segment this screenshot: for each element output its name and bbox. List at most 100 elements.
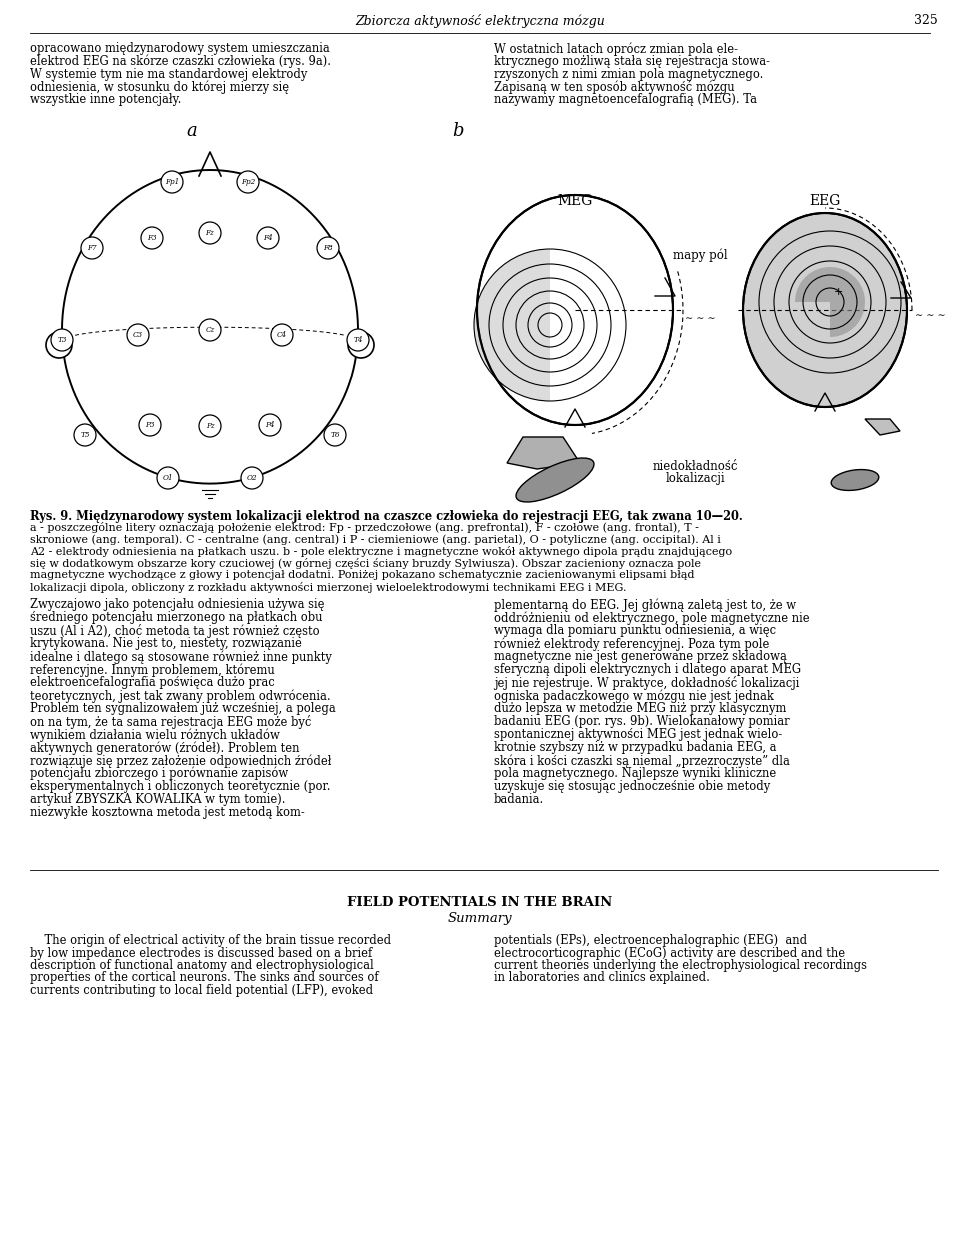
Text: spontanicznej aktywności MEG jest jednak wielo-: spontanicznej aktywności MEG jest jednak… (494, 728, 782, 742)
Ellipse shape (516, 458, 594, 502)
Circle shape (324, 424, 346, 446)
Text: The origin of electrical activity of the brain tissue recorded: The origin of electrical activity of the… (30, 934, 391, 947)
Wedge shape (474, 249, 550, 402)
Circle shape (199, 415, 221, 437)
Text: Zbiorcza aktywność elektryczna mózgu: Zbiorcza aktywność elektryczna mózgu (355, 14, 605, 28)
Text: a: a (186, 122, 198, 140)
Text: C3: C3 (132, 331, 143, 339)
Text: A1: A1 (54, 341, 64, 349)
Text: plementarną do EEG. Jej główną zaletą jest to, że w: plementarną do EEG. Jej główną zaletą je… (494, 598, 796, 612)
Text: nazywamy magnetoencefalografią (MEG). Ta: nazywamy magnetoencefalografią (MEG). Ta (494, 93, 757, 106)
Circle shape (347, 329, 369, 351)
Text: Problem ten sygnalizowałem już wcześniej, a polega: Problem ten sygnalizowałem już wcześniej… (30, 703, 336, 715)
Circle shape (241, 467, 263, 488)
Text: W ostatnich latach oprócz zmian pola ele-: W ostatnich latach oprócz zmian pola ele… (494, 42, 738, 55)
Text: lokalizacji: lokalizacji (665, 472, 725, 485)
Circle shape (161, 171, 183, 193)
Circle shape (259, 414, 281, 436)
Text: wszystkie inne potencjały.: wszystkie inne potencjały. (30, 93, 181, 106)
Text: Zapisaną w ten sposób aktywność mózgu: Zapisaną w ten sposób aktywność mózgu (494, 81, 734, 94)
Text: Fz: Fz (205, 229, 214, 237)
Text: ∼ ∼ ∼: ∼ ∼ ∼ (915, 311, 946, 320)
Text: idealne i dlatego są stosowane również inne punkty: idealne i dlatego są stosowane również i… (30, 650, 332, 663)
Polygon shape (865, 419, 900, 436)
Text: ogniska padaczkowego w mózgu nie jest jednak: ogniska padaczkowego w mózgu nie jest je… (494, 689, 774, 703)
Ellipse shape (743, 213, 907, 407)
Text: badania.: badania. (494, 793, 544, 806)
Text: P4: P4 (265, 421, 275, 429)
Text: elektrod EEG na skórze czaszki człowieka (rys. 9a).: elektrod EEG na skórze czaszki człowieka… (30, 55, 331, 68)
Circle shape (74, 424, 96, 446)
Text: niedokładność: niedokładność (652, 460, 737, 473)
Text: elektroencefalografia poświęca dużo prac: elektroencefalografia poświęca dużo prac (30, 676, 275, 689)
Text: rozwiązuje się przez założenie odpowiednich źródeł: rozwiązuje się przez założenie odpowiedn… (30, 754, 331, 768)
Text: T4: T4 (353, 336, 363, 344)
Text: C4: C4 (276, 331, 287, 339)
Text: T3: T3 (58, 336, 67, 344)
Wedge shape (795, 267, 865, 337)
Text: magnetyczne nie jest generowane przez składową: magnetyczne nie jest generowane przez sk… (494, 650, 787, 663)
Text: krytykowana. Nie jest to, niestety, rozwiązanie: krytykowana. Nie jest to, niestety, rozw… (30, 637, 301, 650)
Text: skroniowe (ang. temporal). C - centralne (ang. central) i P - ciemieniowe (ang. : skroniowe (ang. temporal). C - centralne… (30, 534, 721, 545)
Text: electrocorticographic (ECoG) activity are described and the: electrocorticographic (ECoG) activity ar… (494, 947, 845, 959)
Text: teoretycznych, jest tak zwany problem odwrócenia.: teoretycznych, jest tak zwany problem od… (30, 689, 330, 703)
Text: ∼ ∼ ∼: ∼ ∼ ∼ (685, 313, 715, 322)
Circle shape (139, 414, 161, 436)
Text: ktrycznego możliwą stała się rejestracja stowa-: ktrycznego możliwą stała się rejestracja… (494, 55, 770, 68)
Text: krotnie szybszy niż w przypadku badania EEG, a: krotnie szybszy niż w przypadku badania … (494, 742, 777, 754)
Circle shape (127, 324, 149, 346)
Text: 325: 325 (914, 14, 938, 26)
Text: description of functional anatomy and electrophysiological: description of functional anatomy and el… (30, 959, 373, 972)
Polygon shape (507, 437, 580, 470)
Text: jej nie rejestruje. W praktyce, dokładność lokalizacji: jej nie rejestruje. W praktyce, dokładno… (494, 676, 800, 690)
Text: T5: T5 (81, 431, 89, 439)
Text: +: + (833, 287, 843, 297)
Text: potentials (EPs), electroencephalographic (EEG)  and: potentials (EPs), electroencephalographi… (494, 934, 807, 947)
Text: również elektrody referencyjnej. Poza tym pole: również elektrody referencyjnej. Poza ty… (494, 637, 769, 651)
Circle shape (81, 237, 103, 259)
Text: currents contributing to local field potential (LFP), evoked: currents contributing to local field pot… (30, 985, 373, 997)
Text: EEG: EEG (809, 194, 841, 208)
Text: Pz: Pz (205, 422, 214, 431)
Circle shape (141, 227, 163, 249)
Text: mapy pól: mapy pól (673, 248, 728, 262)
Text: rzyszonych z nimi zmian pola magnetycznego.: rzyszonych z nimi zmian pola magnetyczne… (494, 68, 763, 81)
Text: T6: T6 (330, 431, 340, 439)
Text: Rys. 9. Międzynarodowy system lokalizacji elektrod na czaszce człowieka do rejes: Rys. 9. Międzynarodowy system lokalizacj… (30, 510, 743, 522)
Text: sferyczną dipoli elektrycznych i dlatego aparat MEG: sferyczną dipoli elektrycznych i dlatego… (494, 663, 802, 676)
Text: F4: F4 (263, 234, 273, 242)
Text: A2 - elektrody odniesienia na płatkach uszu. b - pole elektryczne i magnetyczne : A2 - elektrody odniesienia na płatkach u… (30, 546, 732, 556)
Text: W systemie tym nie ma standardowej elektrody: W systemie tym nie ma standardowej elekt… (30, 68, 307, 81)
Text: O2: O2 (247, 473, 257, 482)
Text: F3: F3 (147, 234, 156, 242)
Text: Fp1: Fp1 (165, 178, 180, 186)
Circle shape (271, 324, 293, 346)
Circle shape (317, 237, 339, 259)
Text: się w dodatkowym obszarze kory czuciowej (w górnej części ściany bruzdy Sylwiusz: się w dodatkowym obszarze kory czuciowej… (30, 558, 701, 569)
Text: by low impedance electrodes is discussed based on a brief: by low impedance electrodes is discussed… (30, 947, 372, 959)
Text: Zwyczajowo jako potencjału odniesienia używa się: Zwyczajowo jako potencjału odniesienia u… (30, 598, 324, 611)
Circle shape (237, 171, 259, 193)
Text: potencjału zbiorczego i porównanie zapisów: potencjału zbiorczego i porównanie zapis… (30, 767, 288, 781)
Text: referencyjne. Innym problemem, któremu: referencyjne. Innym problemem, któremu (30, 663, 275, 676)
Text: MEG: MEG (558, 194, 592, 208)
Circle shape (51, 329, 73, 351)
Text: current theories underlying the electrophysiological recordings: current theories underlying the electrop… (494, 959, 867, 972)
Text: odniesienia, w stosunku do której mierzy się: odniesienia, w stosunku do której mierzy… (30, 81, 289, 94)
Circle shape (157, 467, 179, 488)
Text: in laboratories and clinics explained.: in laboratories and clinics explained. (494, 972, 709, 985)
Text: uszu (Al i A2), choć metoda ta jest również często: uszu (Al i A2), choć metoda ta jest równ… (30, 624, 320, 638)
Text: a - poszczególne litery oznaczają położenie elektrod: Fp - przedczołowe (ang. pr: a - poszczególne litery oznaczają położe… (30, 522, 699, 533)
Text: eksperymentalnych i obliczonych teoretycznie (por.: eksperymentalnych i obliczonych teoretyc… (30, 781, 330, 793)
Text: artykuł ZBYSZKA KOWALIKA w tym tomie).: artykuł ZBYSZKA KOWALIKA w tym tomie). (30, 793, 285, 806)
Text: b: b (452, 122, 464, 140)
Text: magnetyczne wychodzące z głowy i potencjał dodatni. Poniżej pokazano schematyczn: magnetyczne wychodzące z głowy i potencj… (30, 570, 694, 580)
Text: FIELD POTENTIALS IN THE BRAIN: FIELD POTENTIALS IN THE BRAIN (348, 896, 612, 909)
Text: lokalizacji dipola, obliczony z rozkładu aktywności mierzonej wieloelektrodowymi: lokalizacji dipola, obliczony z rozkładu… (30, 582, 627, 593)
Text: dużo lepsza w metodzie MEG niż przy klasycznym: dużo lepsza w metodzie MEG niż przy klas… (494, 703, 786, 715)
Text: wymaga dla pomiaru punktu odniesienia, a więc: wymaga dla pomiaru punktu odniesienia, a… (494, 624, 776, 637)
Text: niezwykłe kosztowna metoda jest metodą kom-: niezwykłe kosztowna metoda jest metodą k… (30, 806, 304, 820)
Text: skóra i kości czaszki są niemal „przezroczyste” dla: skóra i kości czaszki są niemal „przezro… (494, 754, 790, 768)
Text: opracowano międzynarodowy system umieszczania: opracowano międzynarodowy system umieszc… (30, 42, 329, 55)
Text: badaniu EEG (por. rys. 9b). Wielokanałowy pomiar: badaniu EEG (por. rys. 9b). Wielokanałow… (494, 715, 790, 728)
